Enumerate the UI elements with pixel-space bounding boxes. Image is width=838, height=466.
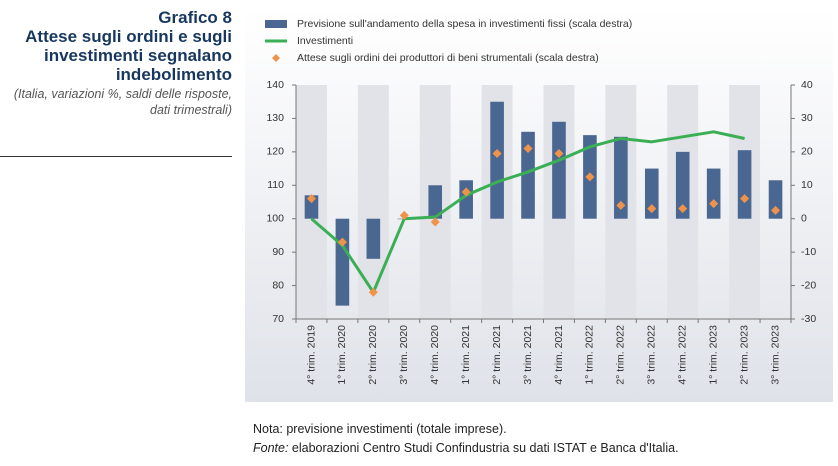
bar — [614, 136, 628, 219]
x-tick-label: 4° trim. 2019 — [305, 325, 317, 385]
note: Nota: previsione investimenti (totale im… — [253, 422, 507, 436]
chart-title: Grafico 8 — [158, 8, 232, 27]
diamond — [554, 149, 564, 159]
y-tick-label: 70 — [272, 313, 284, 325]
x-tick-label: 4° trim. 2022 — [677, 325, 689, 385]
band-shade — [357, 85, 389, 319]
line — [310, 130, 745, 294]
source: elaborazioni Centro Studi Confindustria … — [288, 441, 679, 455]
bar — [644, 168, 659, 219]
bar — [335, 218, 350, 306]
x-tick-label: 3° trim. 2023 — [769, 325, 781, 385]
y2-tick-label: -10 — [801, 246, 816, 258]
diamond — [709, 199, 719, 209]
diamond — [678, 204, 688, 214]
y-tick-label: 120 — [266, 146, 284, 158]
diamond — [368, 287, 378, 297]
title-block: Grafico 8 Attese sugli ordini e sugli in… — [4, 8, 232, 118]
y-tick-label: 80 — [272, 279, 284, 291]
legend-swatch — [265, 20, 287, 28]
y-tick-label: 140 — [266, 79, 284, 91]
bar — [675, 151, 690, 219]
diamond — [492, 149, 502, 159]
diamond — [616, 200, 626, 210]
x-tick-label: 3° trim. 2022 — [646, 325, 658, 385]
y-tick-label: 130 — [266, 112, 284, 124]
diamond — [337, 237, 347, 247]
y2-tick-label: 10 — [801, 179, 813, 191]
bar — [552, 121, 566, 219]
diamond — [523, 144, 533, 154]
y2-tick-label: 30 — [801, 112, 813, 124]
caption: (Italia, variazioni %, saldi delle rispo… — [13, 87, 232, 117]
x-tick-label: 2° trim. 2022 — [615, 325, 627, 385]
bar — [459, 180, 473, 219]
y2-tick-label: -20 — [801, 279, 816, 291]
bar — [428, 185, 443, 219]
diamond — [740, 194, 750, 204]
diamond — [461, 187, 471, 197]
x-tick-label: 2° trim. 2021 — [491, 325, 503, 385]
x-tick-label: 2° trim. 2023 — [738, 325, 750, 385]
diamond — [306, 194, 316, 204]
y2-tick-label: 40 — [801, 79, 813, 91]
x-tick-label: 3° trim. 2021 — [522, 325, 534, 385]
x-tick-label: 3° trim. 2020 — [398, 325, 410, 385]
diamond — [771, 205, 781, 215]
y-tick-label: 100 — [266, 212, 284, 224]
divider — [0, 156, 232, 157]
chart-subtitle: Attese sugli ordini e sugli investimenti… — [25, 27, 232, 84]
y2-tick-label: -30 — [801, 313, 816, 325]
diamond — [585, 172, 595, 182]
bar — [737, 150, 752, 219]
x-tick-label: 4° trim. 2021 — [553, 325, 565, 385]
bar — [490, 101, 504, 219]
diamond — [647, 204, 657, 214]
y-tick-label: 90 — [272, 246, 284, 258]
x-tick-label: 2° trim. 2020 — [367, 325, 379, 385]
x-tick-label: 1° trim. 2022 — [584, 325, 596, 385]
bar — [304, 195, 319, 219]
y2-tick-label: 20 — [801, 146, 813, 158]
bar — [706, 168, 721, 219]
legend-swatch — [272, 54, 280, 62]
diamond — [430, 217, 440, 227]
bar — [521, 131, 535, 219]
legend-label: Previsione sull'andamento della spesa in… — [297, 18, 632, 30]
source-line: Fonte: elaborazioni Centro Studi Confind… — [253, 439, 679, 458]
legend-label: Attese sugli ordini dei produttori di be… — [297, 52, 599, 64]
x-tick-label: 1° trim. 2020 — [336, 325, 348, 385]
x-tick-label: 4° trim. 2020 — [429, 325, 441, 385]
x-tick-label: 1° trim. 2021 — [460, 325, 472, 385]
bar — [768, 180, 783, 219]
source-label: Fonte: — [253, 441, 289, 455]
bar — [366, 218, 381, 259]
x-tick-label: 1° trim. 2023 — [707, 325, 719, 385]
notes: Nota: previsione investimenti (totale im… — [253, 420, 679, 458]
y2-tick-label: 0 — [801, 212, 807, 224]
diamond — [399, 210, 409, 220]
legend-label: Investimenti — [297, 35, 353, 47]
y-tick-label: 110 — [267, 179, 284, 191]
